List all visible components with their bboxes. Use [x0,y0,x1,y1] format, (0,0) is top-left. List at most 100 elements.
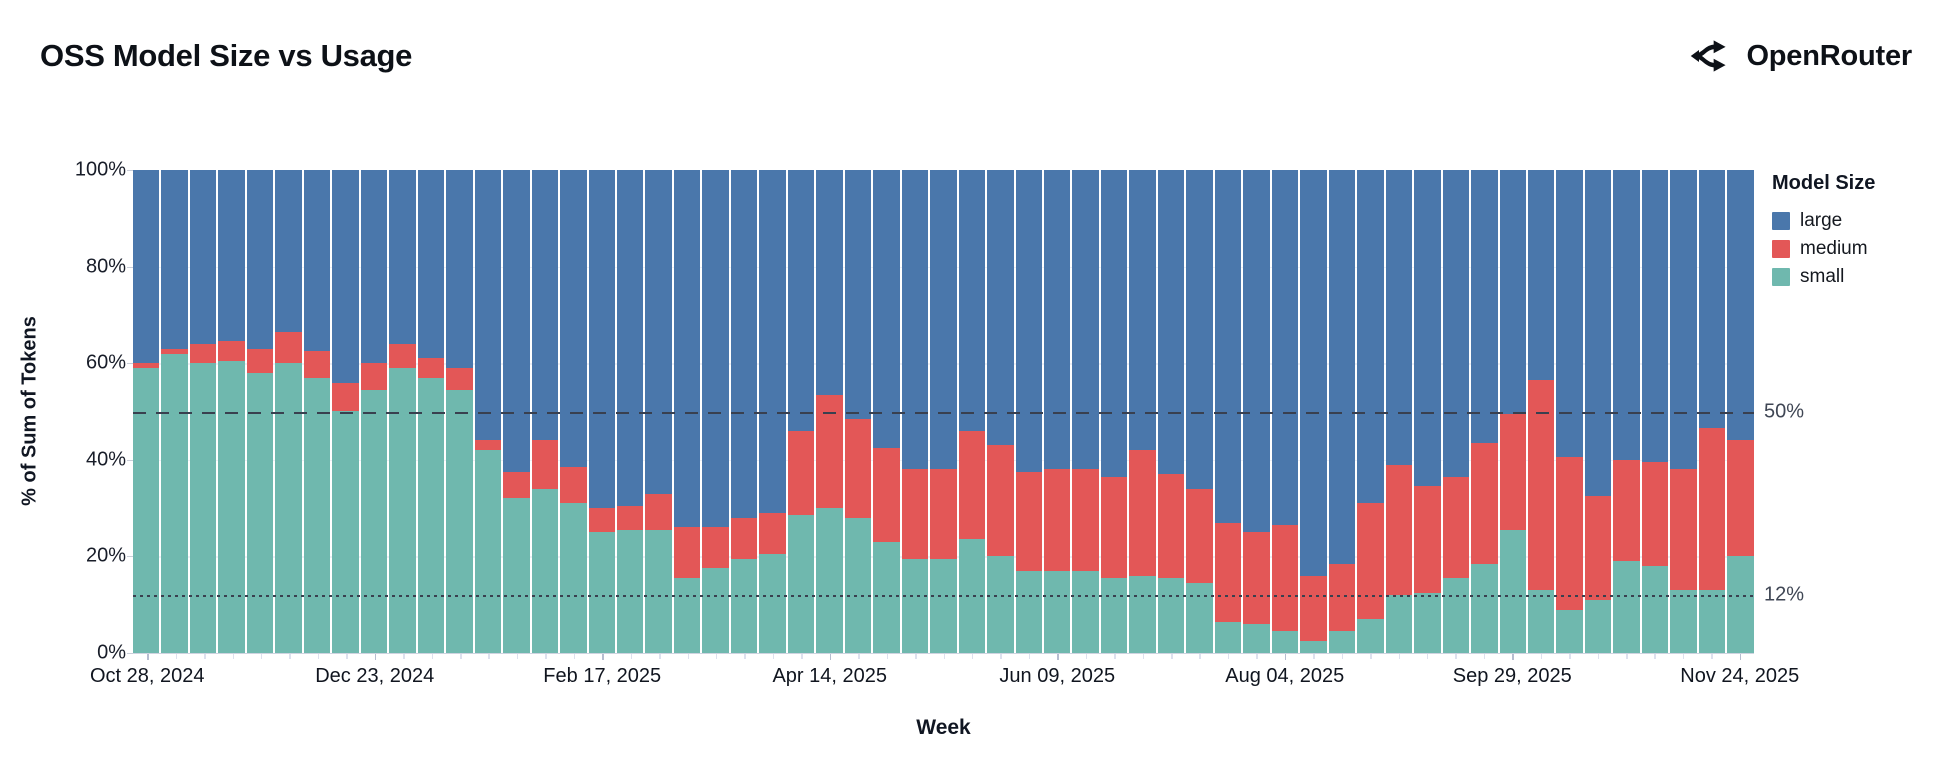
bar-column[interactable] [1357,170,1384,653]
bar-segment-small[interactable] [1243,624,1270,653]
bar-segment-large[interactable] [844,170,872,419]
bar-segment-small[interactable] [987,556,1014,653]
bar-segment-small[interactable] [303,377,331,653]
bar-segment-small[interactable] [1499,529,1526,653]
bar-segment-large[interactable] [588,170,615,509]
bar-segment-small[interactable] [1584,599,1612,653]
bar-segment-medium[interactable] [873,447,900,542]
bar-segment-large[interactable] [930,170,957,470]
bar-segment-large[interactable] [1129,170,1156,451]
bar-column[interactable] [389,170,416,653]
bar-segment-medium[interactable] [759,512,786,554]
bar-segment-medium[interactable] [1698,428,1726,591]
bar-segment-medium[interactable] [1556,457,1583,610]
bar-segment-small[interactable] [1271,631,1299,653]
bar-segment-large[interactable] [446,170,473,369]
bar-segment-small[interactable] [1072,570,1099,653]
bar-segment-large[interactable] [531,170,559,441]
bar-segment-large[interactable] [1385,170,1413,465]
bar-segment-small[interactable] [816,508,843,653]
bar-segment-large[interactable] [303,170,331,352]
bar-segment-large[interactable] [503,170,530,472]
bar-column[interactable] [816,170,843,653]
bar-column[interactable] [1670,170,1697,653]
bar-segment-medium[interactable] [1044,469,1071,571]
bar-segment-medium[interactable] [930,469,957,559]
bar-segment-small[interactable] [1328,631,1356,653]
bar-segment-medium[interactable] [1414,486,1441,593]
bar-column[interactable] [730,170,758,653]
bar-column[interactable] [218,170,245,653]
bar-column[interactable] [588,170,615,653]
bar-segment-large[interactable] [1727,170,1754,441]
bar-column[interactable] [1471,170,1498,653]
bar-column[interactable] [873,170,900,653]
bar-segment-large[interactable] [1044,170,1071,470]
bar-segment-small[interactable] [1186,582,1213,653]
bar-segment-medium[interactable] [616,505,644,530]
bar-column[interactable] [645,170,672,653]
bar-segment-medium[interactable] [1727,440,1754,557]
bar-segment-medium[interactable] [1385,464,1413,596]
bar-segment-large[interactable] [616,170,644,506]
bar-segment-large[interactable] [1698,170,1726,429]
bar-segment-large[interactable] [1328,170,1356,564]
bar-column[interactable] [1271,170,1299,653]
bar-segment-medium[interactable] [1157,474,1185,579]
bar-segment-small[interactable] [1300,640,1327,653]
bar-segment-small[interactable] [218,360,245,653]
legend-item-small[interactable]: small [1772,265,1942,289]
bar-segment-small[interactable] [1471,563,1498,653]
bar-column[interactable] [560,170,587,653]
bar-column[interactable] [844,170,872,653]
bar-segment-medium[interactable] [1214,522,1242,622]
bar-segment-large[interactable] [1072,170,1099,470]
bar-segment-small[interactable] [1214,621,1242,653]
bar-segment-medium[interactable] [730,517,758,559]
bar-segment-medium[interactable] [645,493,672,530]
bar-segment-small[interactable] [1670,590,1697,653]
bar-segment-medium[interactable] [303,351,331,378]
bar-column[interactable] [1300,170,1327,653]
bar-segment-small[interactable] [275,363,302,653]
bar-segment-small[interactable] [474,450,502,653]
bar-segment-small[interactable] [1727,556,1754,653]
bar-segment-small[interactable] [844,517,872,653]
bar-segment-small[interactable] [389,368,416,653]
legend-item-large[interactable]: large [1772,209,1942,233]
bar-segment-medium[interactable] [389,343,416,369]
bar-segment-large[interactable] [730,170,758,518]
bar-column[interactable] [673,170,701,653]
bar-segment-small[interactable] [1015,570,1042,653]
bar-segment-medium[interactable] [673,527,701,579]
bar-segment-medium[interactable] [588,508,615,533]
bar-segment-small[interactable] [1698,590,1726,653]
bar-segment-medium[interactable] [189,343,217,364]
bar-column[interactable] [189,170,217,653]
bar-segment-small[interactable] [730,558,758,653]
bar-segment-medium[interactable] [787,430,815,516]
bar-segment-large[interactable] [1584,170,1612,497]
bar-segment-medium[interactable] [1584,496,1612,600]
bar-segment-large[interactable] [161,170,188,349]
bar-segment-medium[interactable] [446,368,473,390]
bar-segment-small[interactable] [560,503,587,653]
bar-segment-small[interactable] [360,389,388,653]
bar-column[interactable] [1613,170,1640,653]
bar-segment-medium[interactable] [1100,476,1128,579]
bar-column[interactable] [1727,170,1754,653]
bar-segment-large[interactable] [360,170,388,364]
bar-segment-medium[interactable] [560,467,587,504]
bar-column[interactable] [987,170,1014,653]
bar-segment-medium[interactable] [1328,563,1356,632]
bar-segment-small[interactable] [673,578,701,653]
bar-column[interactable] [503,170,530,653]
bar-segment-small[interactable] [446,389,473,653]
bar-segment-large[interactable] [560,170,587,468]
bar-column[interactable] [930,170,957,653]
bar-segment-large[interactable] [873,170,900,448]
bar-column[interactable] [161,170,188,653]
bar-column[interactable] [1499,170,1526,653]
bar-segment-large[interactable] [1100,170,1128,477]
bar-segment-medium[interactable] [275,331,302,364]
